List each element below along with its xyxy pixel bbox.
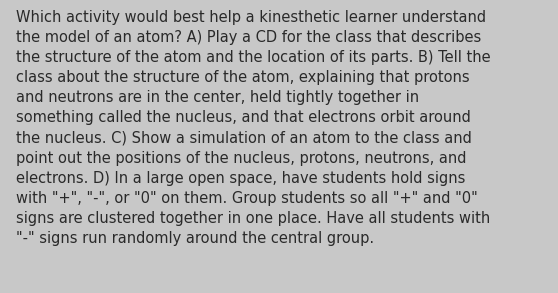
Text: Which activity would best help a kinesthetic learner understand
the model of an : Which activity would best help a kinesth… [16,10,490,246]
